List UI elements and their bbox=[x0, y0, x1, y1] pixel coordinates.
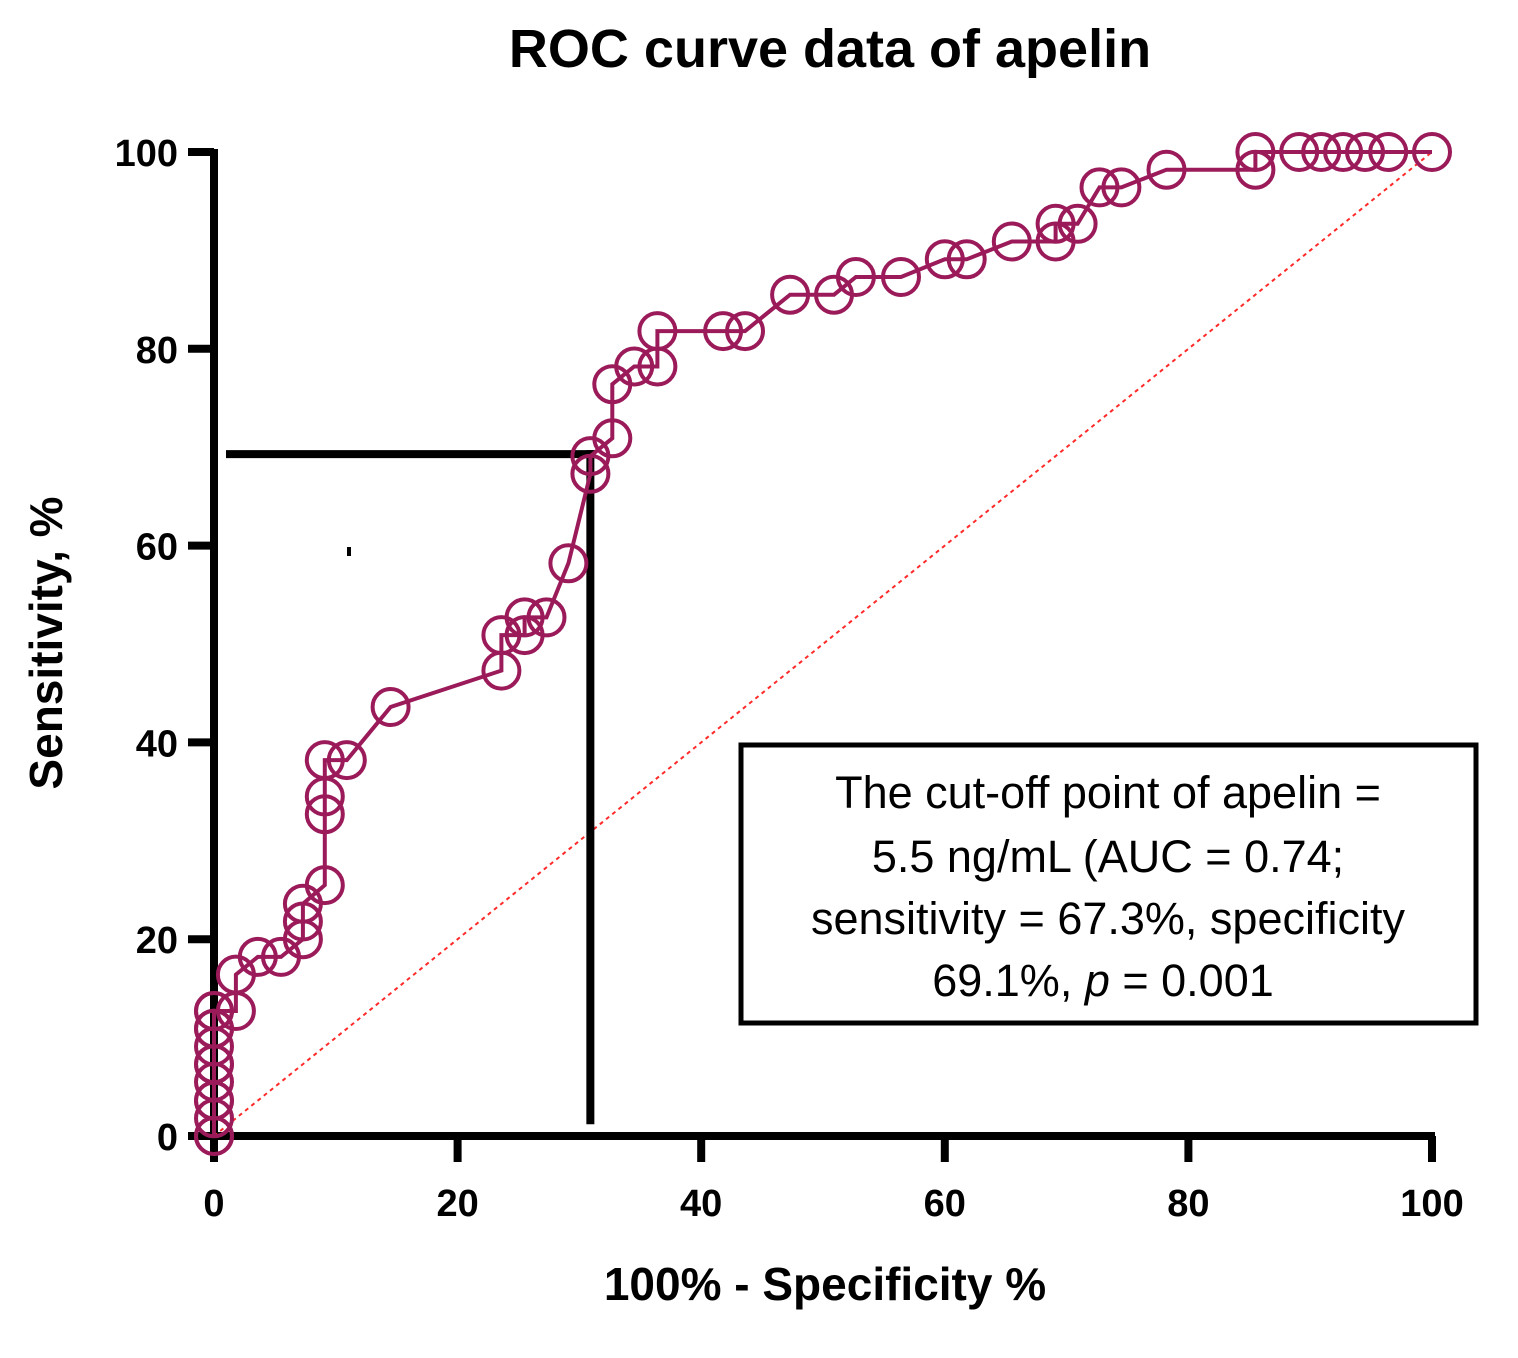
cutoff-lines bbox=[226, 450, 596, 1125]
roc-point bbox=[592, 418, 633, 459]
annotation-line-4: 69.1%, p = 0.001 bbox=[932, 955, 1274, 1006]
roc-curve-line bbox=[212, 150, 1432, 1136]
roc-point bbox=[1323, 132, 1364, 172]
roc-curve-points bbox=[194, 132, 1452, 1156]
x-axis-ticks: 0 20 40 60 80 100 bbox=[203, 1136, 1464, 1225]
roc-point bbox=[1146, 149, 1187, 190]
y-tick-label: 80 bbox=[136, 330, 178, 372]
annotation-line-1: The cut-off point of apelin = bbox=[835, 767, 1381, 818]
p-symbol: p bbox=[1083, 955, 1110, 1006]
roc-point bbox=[1235, 132, 1276, 172]
x-tick-label: 20 bbox=[436, 1183, 478, 1225]
y-tick-label: 0 bbox=[157, 1117, 178, 1159]
roc-point bbox=[946, 239, 987, 280]
roc-point bbox=[304, 865, 345, 906]
x-axis-label: 100% - Specificity % bbox=[604, 1258, 1046, 1310]
roc-point bbox=[504, 597, 545, 638]
roc-point bbox=[1412, 132, 1452, 172]
roc-point bbox=[1079, 167, 1120, 208]
roc-point bbox=[991, 221, 1032, 262]
y-tick-label: 20 bbox=[136, 920, 178, 962]
roc-point bbox=[835, 257, 876, 297]
roc-point bbox=[194, 991, 234, 1031]
roc-point bbox=[570, 453, 611, 494]
roc-point bbox=[881, 257, 921, 297]
annotation-line-2: 5.5 ng/mL (AUC = 0.74; bbox=[872, 831, 1344, 882]
roc-point bbox=[770, 274, 811, 315]
roc-point bbox=[924, 239, 965, 280]
y-tick-label: 100 bbox=[115, 133, 178, 175]
roc-point bbox=[548, 543, 589, 584]
roc-point bbox=[1301, 132, 1342, 172]
roc-point bbox=[725, 311, 765, 352]
roc-point bbox=[282, 901, 323, 942]
x-tick-label: 40 bbox=[680, 1183, 722, 1225]
y-tick-label: 40 bbox=[136, 723, 178, 765]
roc-point bbox=[237, 936, 278, 977]
roc-point bbox=[614, 346, 655, 387]
roc-point bbox=[1368, 132, 1409, 172]
roc-point bbox=[304, 794, 345, 835]
annotation-box: The cut-off point of apelin = 5.5 ng/mL … bbox=[738, 742, 1479, 1026]
x-tick-label: 100 bbox=[1400, 1183, 1463, 1225]
roc-point bbox=[1035, 203, 1076, 244]
roc-point bbox=[304, 740, 345, 781]
y-axis-ticks: 0 20 40 60 80 100 bbox=[115, 133, 214, 1159]
reference-line bbox=[213, 151, 1433, 1137]
p-value: = 0.001 bbox=[1110, 955, 1274, 1006]
roc-point bbox=[703, 311, 744, 352]
axes bbox=[210, 149, 1435, 1140]
annotation-line-3: sensitivity = 67.3%, specificity bbox=[811, 893, 1405, 944]
y-axis-label: Sensitivity, % bbox=[20, 496, 72, 789]
roc-point bbox=[1101, 167, 1142, 208]
stray-mark bbox=[347, 547, 351, 556]
chart-title: ROC curve data of apelin bbox=[509, 19, 1151, 79]
roc-point bbox=[1279, 132, 1320, 172]
annotation-line-4-prefix: 69.1%, bbox=[932, 955, 1085, 1006]
y-tick-label: 60 bbox=[136, 527, 178, 569]
x-tick-label: 80 bbox=[1167, 1183, 1209, 1225]
roc-point bbox=[370, 687, 411, 727]
roc-point bbox=[1235, 149, 1276, 190]
x-tick-label: 60 bbox=[924, 1183, 966, 1225]
roc-point bbox=[1057, 203, 1098, 244]
x-tick-label: 0 bbox=[203, 1183, 224, 1225]
roc-point bbox=[526, 597, 567, 638]
roc-point bbox=[1345, 132, 1385, 172]
roc-point bbox=[326, 740, 367, 781]
roc-point bbox=[637, 311, 678, 352]
